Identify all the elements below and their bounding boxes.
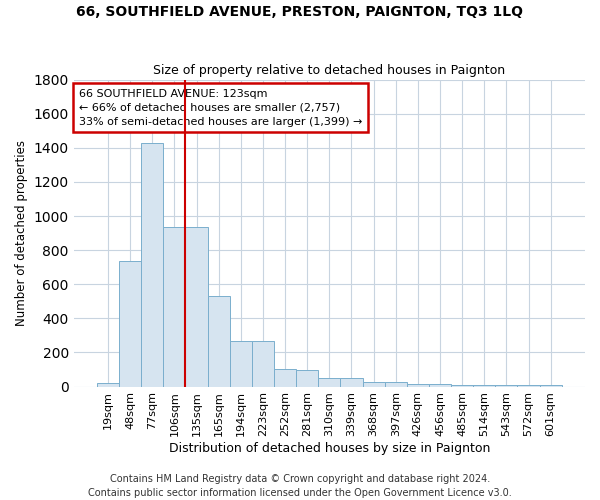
Bar: [97, 383, 119, 386]
Bar: [496, 385, 517, 386]
Bar: [274, 368, 296, 386]
Bar: [451, 385, 473, 386]
Bar: [539, 385, 562, 386]
Bar: [407, 384, 429, 386]
Bar: [119, 261, 141, 386]
Bar: [517, 385, 539, 386]
Bar: [429, 384, 451, 386]
Bar: [163, 227, 185, 386]
Bar: [318, 378, 340, 386]
X-axis label: Distribution of detached houses by size in Paignton: Distribution of detached houses by size …: [169, 442, 490, 455]
Bar: [385, 382, 407, 386]
Bar: [141, 142, 163, 386]
Bar: [362, 382, 385, 386]
Bar: [473, 385, 496, 386]
Text: Contains HM Land Registry data © Crown copyright and database right 2024.
Contai: Contains HM Land Registry data © Crown c…: [88, 474, 512, 498]
Title: Size of property relative to detached houses in Paignton: Size of property relative to detached ho…: [153, 64, 505, 77]
Text: 66, SOUTHFIELD AVENUE, PRESTON, PAIGNTON, TQ3 1LQ: 66, SOUTHFIELD AVENUE, PRESTON, PAIGNTON…: [77, 5, 523, 19]
Text: 66 SOUTHFIELD AVENUE: 123sqm
← 66% of detached houses are smaller (2,757)
33% of: 66 SOUTHFIELD AVENUE: 123sqm ← 66% of de…: [79, 89, 362, 127]
Bar: [340, 378, 362, 386]
Bar: [185, 227, 208, 386]
Bar: [230, 340, 252, 386]
Bar: [252, 340, 274, 386]
Bar: [208, 296, 230, 386]
Bar: [296, 370, 318, 386]
Y-axis label: Number of detached properties: Number of detached properties: [15, 140, 28, 326]
